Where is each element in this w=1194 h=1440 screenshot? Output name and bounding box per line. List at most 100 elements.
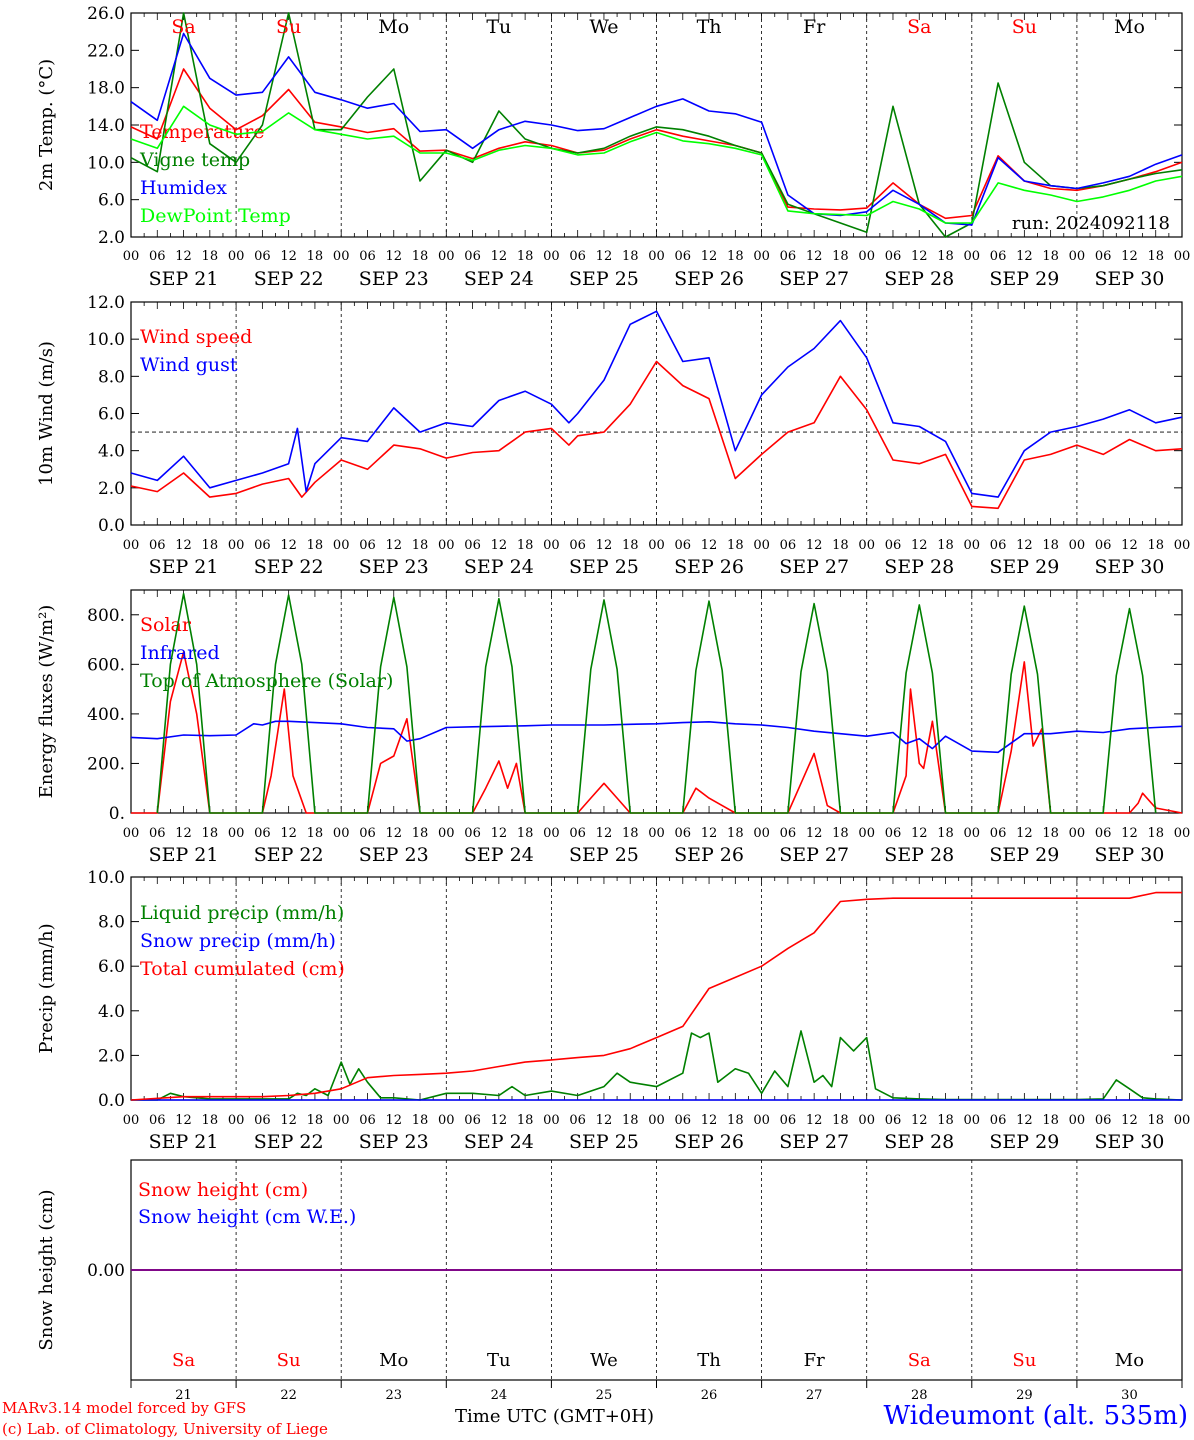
hour-tick-label: 18 (202, 249, 219, 264)
hour-tick-label: 00 (543, 1113, 560, 1128)
y-axis-label: 2m Temp. (°C) (36, 59, 57, 191)
hour-tick-label: 18 (727, 826, 744, 841)
hour-tick-label: 18 (1147, 1113, 1164, 1128)
hour-tick-label: 00 (858, 538, 875, 553)
hour-tick-label: 06 (990, 249, 1007, 264)
y-tick-label: 6.0 (98, 405, 125, 425)
day-label: SEP 25 (569, 1131, 639, 1153)
hour-tick-label: 12 (1016, 1113, 1033, 1128)
y-tick-label: 8.0 (98, 367, 125, 387)
hour-tick-label: 12 (701, 1113, 718, 1128)
weekday-label: Su (1012, 1350, 1036, 1371)
hour-tick-label: 12 (596, 1113, 613, 1128)
hour-tick-label: 06 (675, 1113, 692, 1128)
day-label: SEP 29 (989, 844, 1059, 866)
y-tick-label: 12.0 (87, 293, 125, 313)
y-tick-label: 10.0 (87, 330, 125, 350)
hour-tick-label: 06 (885, 538, 902, 553)
hour-tick-label: 18 (1042, 1113, 1059, 1128)
y-tick-label: 4.0 (98, 1002, 125, 1022)
hour-tick-label: 06 (1095, 249, 1112, 264)
hour-tick-label: 06 (569, 1113, 586, 1128)
hour-tick-label: 00 (964, 538, 981, 553)
hour-tick-label: 18 (832, 1113, 849, 1128)
day-label: SEP 27 (779, 556, 849, 578)
day-number: 30 (1121, 1388, 1138, 1403)
series-line (130, 68, 1183, 220)
hour-tick-label: 06 (149, 1113, 166, 1128)
hour-tick-label: 06 (254, 1113, 271, 1128)
hour-tick-label: 00 (438, 538, 455, 553)
y-tick-label: 0.0 (98, 1091, 125, 1111)
hour-tick-label: 00 (438, 1113, 455, 1128)
hour-tick-label: 00 (228, 538, 245, 553)
hour-tick-label: 00 (858, 826, 875, 841)
weekday-label: We (589, 16, 618, 38)
hour-tick-label: 18 (412, 538, 429, 553)
hour-tick-label: 18 (1147, 249, 1164, 264)
hour-tick-label: 12 (280, 538, 297, 553)
day-label: SEP 28 (884, 556, 954, 578)
y-tick-label: 2.0 (98, 479, 125, 499)
weekday-label: Sa (172, 1350, 195, 1371)
panel-4: 00 06 12 18 00 06 12 18 00 06 12 18 00 06 12 18 00 06 12 18… (36, 868, 1190, 1153)
hour-tick-label: 12 (596, 249, 613, 264)
weekday-label: Tu (486, 16, 511, 38)
y-tick-label: 0.0 (98, 516, 125, 536)
series-line (130, 891, 1182, 1101)
hour-tick-label: 00 (648, 826, 665, 841)
day-label: SEP 30 (1095, 268, 1165, 290)
day-label: SEP 23 (359, 844, 429, 866)
hour-tick-label: 06 (1095, 826, 1112, 841)
y-tick-label: 600. (87, 655, 125, 675)
hour-tick-label: 00 (228, 826, 245, 841)
hour-tick-label: 12 (280, 1113, 297, 1128)
legend-entry: Liquid precip (mm/h) (140, 902, 344, 924)
panel-3: 00 06 12 18 00 06 12 18 00 06 12 18 00 06 12 18 00 06 12 18… (36, 589, 1190, 866)
hour-tick-label: 12 (911, 1113, 928, 1128)
hour-tick-label: 06 (359, 826, 376, 841)
hour-tick-label: 18 (622, 1113, 639, 1128)
day-label: SEP 27 (779, 268, 849, 290)
hour-tick-label: 12 (175, 249, 192, 264)
hour-tick-label: 12 (1121, 249, 1138, 264)
legend-entry: Snow precip (mm/h) (140, 930, 336, 952)
hour-tick-label: 06 (885, 826, 902, 841)
y-tick-label: 800. (87, 606, 125, 626)
hour-tick-label: 06 (359, 1113, 376, 1128)
y-axis-label: Precip (mm/h) (36, 923, 57, 1053)
hour-tick-label: 12 (175, 826, 192, 841)
weekday-label: Mo (1114, 16, 1145, 38)
y-tick-label: 2.0 (98, 1046, 125, 1066)
day-label: SEP 26 (674, 268, 744, 290)
hour-tick-label: 18 (307, 1113, 324, 1128)
weekday-label: Mo (379, 1350, 408, 1371)
hour-tick-label: 18 (832, 249, 849, 264)
day-label: SEP 30 (1095, 556, 1165, 578)
legend-entry: Snow height (cm) (138, 1179, 308, 1201)
hour-tick-label: 06 (675, 826, 692, 841)
y-tick-label: 26.0 (87, 4, 125, 24)
y-tick-label: 10.0 (87, 868, 125, 888)
hour-tick-label: 00 (1174, 538, 1191, 553)
hour-tick-label: 00 (1069, 1113, 1086, 1128)
day-number: 22 (280, 1388, 297, 1403)
hour-tick-label: 00 (753, 249, 770, 264)
hour-tick-label: 12 (911, 249, 928, 264)
day-label: SEP 27 (779, 1131, 849, 1153)
hour-tick-label: 00 (333, 1113, 350, 1128)
day-label: SEP 30 (1095, 1131, 1165, 1153)
legend-entry: Wind speed (140, 326, 252, 348)
hour-tick-label: 00 (438, 826, 455, 841)
hour-tick-label: 12 (596, 826, 613, 841)
weekday-label: Sa (908, 1350, 931, 1371)
series-line (156, 592, 1157, 814)
weekday-label: Sa (171, 16, 195, 38)
day-label: SEP 26 (674, 844, 744, 866)
day-number: 23 (385, 1388, 402, 1403)
hour-tick-label: 00 (1069, 538, 1086, 553)
hour-tick-label: 18 (937, 249, 954, 264)
y-tick-label: 4.0 (98, 442, 125, 462)
hour-tick-label: 00 (333, 826, 350, 841)
day-label: SEP 22 (254, 844, 324, 866)
